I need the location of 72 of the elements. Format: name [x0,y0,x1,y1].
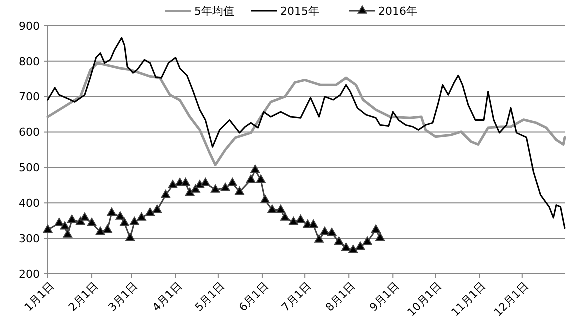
point [185,188,195,196]
y-tick-label: 300 [19,232,40,246]
point [54,218,64,226]
x-tick-label: 9月1日 [367,280,402,314]
point [116,212,126,220]
legend-label: 2016年 [378,4,418,18]
point [376,232,386,242]
point [246,174,256,184]
point [256,174,266,184]
y-tick-label: 500 [19,162,40,175]
x-tick-label: 2月1日 [66,280,101,314]
point [362,236,372,246]
x-tick-label: 7月1日 [279,280,314,314]
line-series [46,62,566,166]
point [356,242,366,250]
x-tick-label: 4月1日 [150,280,185,314]
point [80,212,90,221]
point [250,164,260,174]
x-tick-label: 6月1日 [236,280,272,314]
point [280,212,290,221]
x-tick-label: 10月1日 [404,280,445,320]
point [161,190,171,198]
x-tick-label: 3月1日 [106,280,141,314]
point [195,180,205,188]
point [308,220,318,228]
point [60,222,70,230]
point [137,212,146,221]
y-tick-label: 800 [19,55,40,68]
y-tick-label: 200 [19,268,40,281]
point [107,208,117,216]
point [260,195,270,204]
point [296,214,306,224]
point [220,182,230,192]
point [152,204,162,214]
point [126,232,136,242]
x-tick-label: 11月1日 [449,280,489,320]
point [63,230,73,238]
point [228,178,238,186]
x-tick-label: 5月1日 [192,280,228,314]
point [120,218,130,226]
point [334,236,344,246]
point [348,244,358,254]
point [130,216,140,226]
point [146,208,155,216]
point [87,218,97,226]
point [96,226,106,236]
legend-label: 5年均值 [194,4,234,18]
line-series [47,37,566,230]
y-tick-label: 700 [19,90,40,104]
point [289,216,298,226]
point [168,180,178,188]
point [210,184,220,193]
point [102,224,112,233]
point [43,224,53,233]
point [320,226,330,236]
y-tick-label: 400 [19,196,40,210]
point [327,228,337,236]
point [268,204,278,214]
y-tick-label: 900 [19,20,40,33]
point [200,178,210,186]
point [342,242,351,252]
y-tick-label: 600 [19,126,40,140]
point [235,186,244,196]
point [314,234,324,243]
point [371,224,381,233]
point [181,178,190,186]
point [67,214,77,224]
x-tick-label: 8月1日 [323,280,358,314]
x-tick-label: 1月1日 [22,280,57,314]
x-tick-label: 12月1日 [492,280,532,320]
point [276,204,286,214]
legend-label: 2015年 [280,4,320,18]
